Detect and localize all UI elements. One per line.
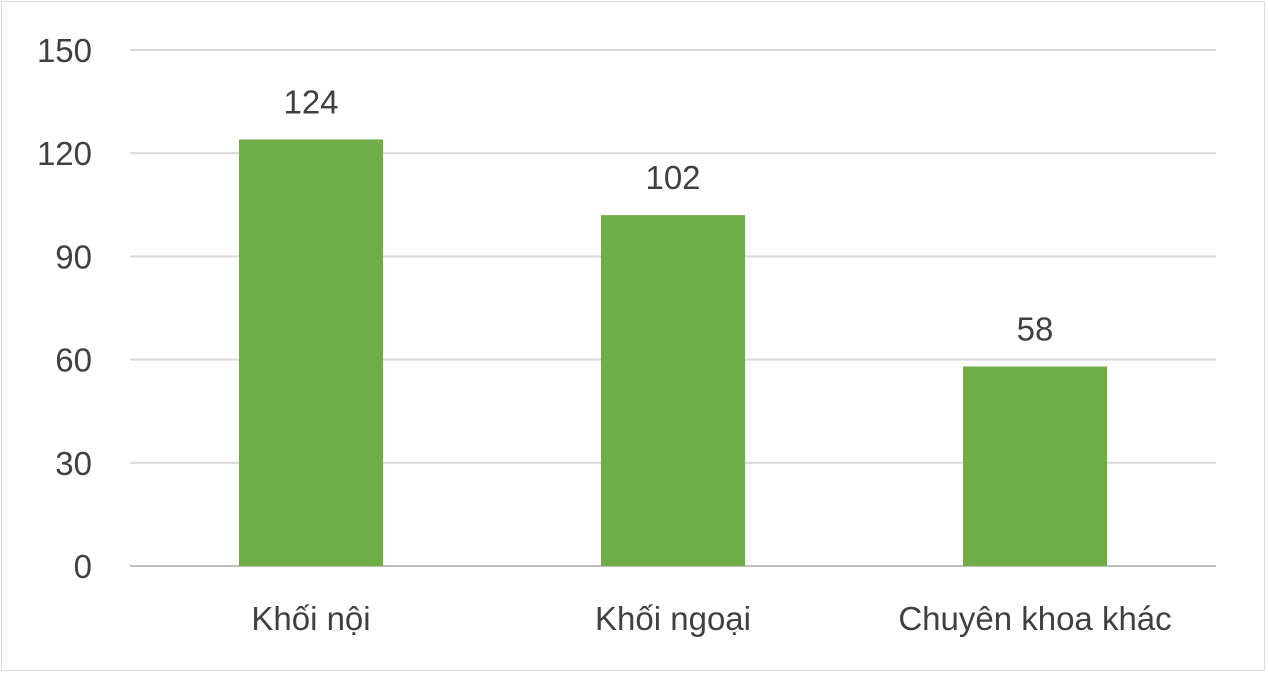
bar — [239, 139, 383, 566]
data-label: 124 — [283, 83, 338, 120]
y-tick-label: 30 — [55, 445, 92, 482]
y-tick-label: 0 — [74, 548, 92, 585]
y-tick-label: 60 — [55, 342, 92, 379]
x-tick-label: Khối nội — [251, 600, 370, 637]
bar — [601, 215, 745, 566]
data-label: 102 — [645, 159, 700, 196]
x-tick-label: Khối ngoại — [595, 600, 751, 637]
x-tick-label: Chuyên khoa khác — [898, 600, 1171, 637]
bar — [963, 366, 1107, 566]
y-tick-label: 150 — [37, 32, 92, 69]
y-tick-label: 90 — [55, 238, 92, 275]
y-tick-label: 120 — [37, 135, 92, 172]
data-label: 58 — [1017, 310, 1054, 347]
